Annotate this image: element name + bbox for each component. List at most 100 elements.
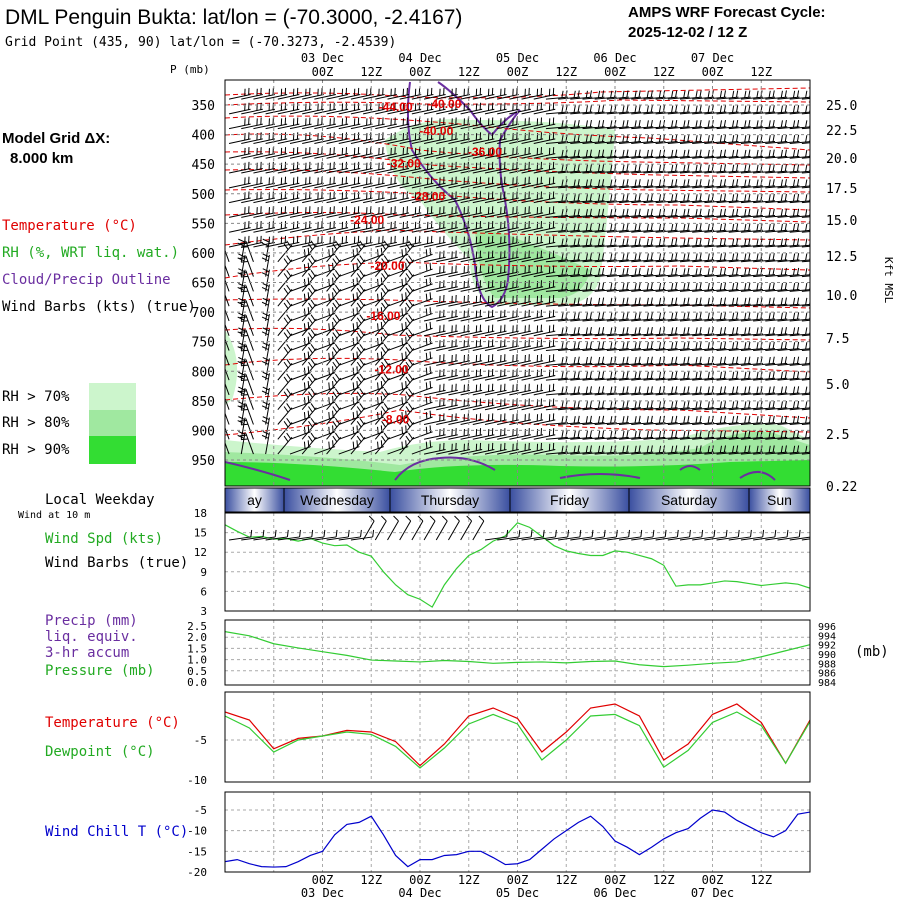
height-tick: 20.0 — [826, 152, 857, 167]
wind-barb — [509, 176, 531, 189]
wind-barb — [326, 403, 342, 425]
wind-barb — [350, 432, 366, 455]
wind-barb — [363, 161, 385, 174]
pressure-tick: 988 — [818, 659, 836, 670]
wind-barb — [777, 253, 800, 263]
wind-barb — [558, 238, 581, 248]
wind-speed-tick: 12 — [194, 546, 207, 559]
wind-barb — [679, 430, 702, 440]
wind-barb — [655, 430, 678, 440]
wind-barb — [484, 87, 507, 100]
pressure-axis-title: P (mb) — [170, 63, 210, 76]
wind-barb — [716, 445, 739, 455]
wind-barb — [261, 283, 270, 307]
wind-barb — [558, 134, 581, 144]
wind-barb — [460, 147, 483, 159]
wind-barb — [472, 294, 495, 307]
wind-barb — [326, 284, 342, 307]
wind-barb — [777, 179, 800, 189]
precip-tick-labels: 2.52.01.51.00.50.0 — [187, 620, 207, 689]
time-tick: 00Z — [312, 873, 334, 887]
wind-barb — [387, 206, 410, 218]
wind-barb — [301, 373, 317, 396]
wind-barb — [728, 267, 751, 278]
wind-barb — [261, 401, 270, 425]
wind-barb — [521, 529, 545, 541]
wind-barb — [728, 386, 751, 396]
wind-barb — [801, 452, 810, 455]
wind-barb — [619, 415, 642, 425]
weekday-cell — [283, 487, 391, 513]
pressure-tick: 984 — [818, 678, 836, 689]
wind-barb — [655, 415, 678, 425]
wind-barb — [619, 400, 642, 411]
cloud-outline-lower — [225, 456, 776, 481]
wind-barb — [631, 208, 654, 218]
dewpoint-line — [225, 711, 810, 769]
wind-barb — [728, 327, 751, 337]
wind-barb — [753, 356, 776, 366]
wind-barb — [460, 324, 483, 337]
pressure-tick: 650 — [192, 277, 215, 292]
wind-barb — [801, 260, 810, 263]
wind-barb — [253, 529, 277, 541]
wind-barb — [582, 327, 605, 337]
wind-barb — [753, 371, 776, 381]
wind-barb — [558, 179, 581, 189]
wind-barb — [241, 529, 265, 541]
wind-barb — [460, 235, 483, 248]
wind-barb — [497, 354, 519, 366]
pressure-tick: 350 — [192, 99, 215, 114]
wind-barb — [765, 267, 788, 278]
wind-barb — [716, 105, 739, 115]
wind-barb — [265, 206, 288, 218]
wind-barb — [545, 415, 568, 425]
rh80-region-upper — [475, 230, 590, 298]
wind-barb — [631, 430, 654, 440]
wind-barb — [375, 176, 397, 189]
wind-barb — [302, 529, 326, 541]
wind-barb — [411, 292, 433, 307]
wind-barb — [533, 206, 556, 218]
wind-barb — [777, 371, 800, 381]
wind-barb — [484, 529, 509, 541]
wind-barb — [436, 442, 458, 455]
wind-barb — [460, 221, 483, 233]
wind-barb — [777, 400, 800, 411]
wind-barb — [521, 206, 544, 218]
wind-barb — [606, 327, 629, 337]
wind-barb — [448, 132, 471, 144]
wind-barb — [631, 238, 654, 248]
wind-barb — [423, 339, 446, 352]
wind-barb — [606, 529, 631, 541]
wind-barb — [411, 307, 433, 322]
wind-barb — [619, 445, 642, 455]
weekday-label: Thursday — [421, 492, 479, 508]
wind-barb — [225, 426, 230, 440]
accum-label: 3-hr accum — [45, 645, 129, 661]
wind-barb — [533, 413, 556, 425]
wind-barb — [619, 164, 642, 174]
weekday-bar: ay Wednesday Thursday Friday Saturday Sun — [224, 487, 811, 513]
model-grid-value: 8.000 km — [10, 150, 73, 167]
wind-barb — [472, 354, 495, 366]
wind-barb — [374, 284, 390, 307]
wind-barb — [667, 267, 690, 278]
wind-barb — [801, 230, 810, 233]
wind-barb — [411, 336, 433, 352]
pressure-tick: 600 — [192, 247, 215, 262]
wind-barb — [399, 132, 422, 144]
wind-barb — [241, 117, 263, 130]
wind-barb — [423, 221, 446, 233]
wind-barb — [728, 238, 751, 248]
wind-barb — [631, 415, 654, 425]
wind-barb — [753, 149, 776, 159]
wind-barb — [521, 176, 544, 189]
wind-barb — [777, 105, 800, 115]
wind-barb — [582, 119, 605, 130]
wind-barb — [728, 208, 751, 218]
wind-barb — [411, 176, 434, 189]
wind-barb — [801, 393, 810, 396]
wind-barb — [436, 191, 458, 204]
wind-barb — [631, 267, 654, 278]
